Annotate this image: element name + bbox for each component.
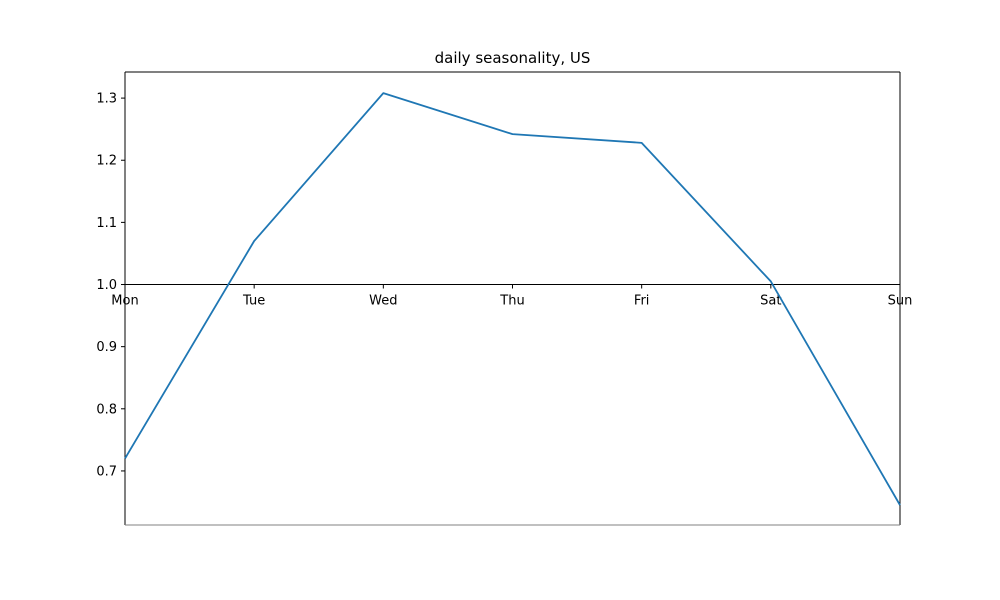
y-tick-label: 1.1 xyxy=(96,216,117,231)
x-tick-label: Thu xyxy=(499,294,524,309)
series-line xyxy=(124,92,901,506)
y-tick-label: 1.0 xyxy=(96,278,117,293)
y-tick-label: 1.3 xyxy=(96,92,117,107)
x-tick-label: Wed xyxy=(369,294,397,309)
x-tick-label: Mon xyxy=(111,294,138,309)
y-tick-label: 0.8 xyxy=(96,402,117,417)
chart-title: daily seasonality, US xyxy=(435,49,591,67)
x-tick-label: Tue xyxy=(242,294,265,309)
x-tick-label: Fri xyxy=(634,294,650,309)
x-tick-label: Sat xyxy=(760,294,781,309)
axes: 0.7 0.8 0.9 1.0 1.1 1.2 1.3 Mon Tue Wed Thu Fri Sat S… xyxy=(96,71,913,526)
y-tick-label: 0.9 xyxy=(96,340,117,355)
series-group xyxy=(124,92,901,506)
y-tick-label: 0.7 xyxy=(96,464,117,479)
y-tick-label: 1.2 xyxy=(96,154,117,169)
x-tick-label: Sun xyxy=(888,294,913,309)
